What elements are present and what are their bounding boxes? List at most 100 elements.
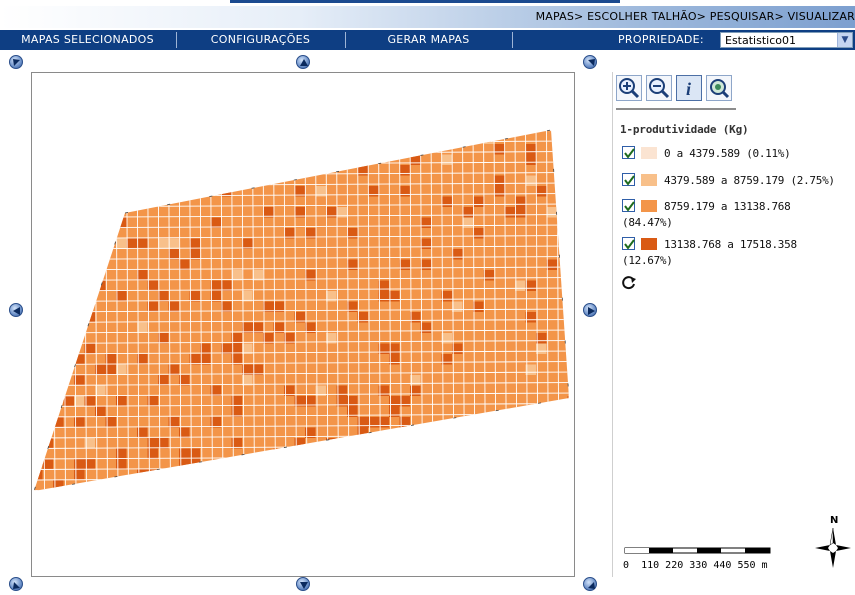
chevron-down-icon[interactable]: ▼ bbox=[837, 33, 852, 47]
productivity-cell bbox=[200, 343, 211, 354]
productivity-cell bbox=[494, 417, 505, 428]
productivity-cell bbox=[179, 375, 190, 386]
field-map[interactable] bbox=[32, 73, 575, 577]
productivity-cell bbox=[200, 469, 211, 480]
grid-line bbox=[34, 266, 569, 271]
productivity-cell bbox=[410, 427, 421, 438]
map-canvas[interactable] bbox=[31, 72, 575, 577]
productivity-cell bbox=[147, 144, 158, 155]
top-accent-line bbox=[230, 0, 620, 3]
pan-north-button[interactable] bbox=[296, 55, 310, 69]
grid-line bbox=[567, 130, 569, 491]
productivity-cell bbox=[210, 217, 221, 228]
productivity-cell bbox=[158, 333, 169, 344]
info-button[interactable]: i bbox=[676, 75, 702, 101]
productivity-cell bbox=[189, 249, 200, 260]
legend-checkbox[interactable] bbox=[622, 146, 635, 159]
nav-gerar-mapas[interactable]: GERAR MAPAS bbox=[387, 33, 470, 46]
nav-configuracoes[interactable]: CONFIGURAÇÕES bbox=[210, 33, 311, 46]
productivity-cell bbox=[116, 459, 127, 470]
grid-line bbox=[34, 340, 569, 344]
productivity-cell bbox=[221, 490, 232, 491]
productivity-cell bbox=[179, 259, 190, 270]
arrow-down-icon bbox=[300, 582, 308, 589]
productivity-cell bbox=[210, 144, 221, 155]
grid-line bbox=[34, 277, 569, 281]
productivity-cell bbox=[378, 130, 389, 134]
productivity-cell bbox=[525, 280, 536, 291]
productivity-cell bbox=[126, 238, 137, 249]
productivity-cell bbox=[158, 238, 169, 249]
zoom-in-button[interactable] bbox=[616, 75, 642, 101]
pan-northwest-button[interactable] bbox=[9, 55, 23, 69]
productivity-cell bbox=[231, 270, 242, 281]
productivity-cell bbox=[420, 322, 431, 333]
productivity-cell bbox=[34, 144, 43, 155]
legend-checkbox[interactable] bbox=[622, 199, 635, 212]
productivity-cell bbox=[242, 144, 253, 155]
legend-checkbox[interactable] bbox=[622, 237, 635, 250]
productivity-cell bbox=[504, 469, 515, 480]
productivity-cell bbox=[34, 364, 43, 375]
productivity-cell bbox=[210, 291, 221, 302]
productivity-cell bbox=[441, 333, 452, 344]
productivity-cell bbox=[567, 207, 569, 218]
productivity-cell bbox=[326, 207, 337, 218]
pan-southwest-button[interactable] bbox=[9, 577, 23, 591]
productivity-cell bbox=[179, 459, 190, 470]
scale-labels: 0 110 220 330 440 550 m bbox=[623, 560, 768, 571]
productivity-cell bbox=[305, 396, 316, 407]
productivity-cell bbox=[284, 333, 295, 344]
legend-checkbox[interactable] bbox=[622, 173, 635, 186]
nav-mapas-selecionados[interactable]: MAPAS SELECIONADOS bbox=[21, 33, 154, 46]
productivity-cell bbox=[74, 469, 85, 480]
property-select[interactable]: Estatistico01 ▼ bbox=[720, 32, 853, 48]
productivity-cell bbox=[399, 417, 410, 428]
productivity-cell bbox=[158, 186, 169, 197]
productivity-cell bbox=[494, 186, 505, 197]
productivity-cell bbox=[252, 165, 263, 176]
productivity-cell bbox=[189, 186, 200, 197]
productivity-cell bbox=[116, 364, 127, 375]
productivity-cell bbox=[84, 343, 95, 354]
pan-west-button[interactable] bbox=[9, 303, 23, 317]
productivity-cell bbox=[557, 207, 568, 218]
pan-southeast-button[interactable] bbox=[583, 577, 597, 591]
pan-east-button[interactable] bbox=[583, 303, 597, 317]
legend-item: 0 a 4379.589 (0.11%) bbox=[622, 146, 852, 162]
productivity-cell bbox=[546, 417, 557, 428]
productivity-cell bbox=[483, 270, 494, 281]
productivity-cell bbox=[441, 196, 452, 207]
productivity-cell bbox=[42, 438, 53, 449]
refresh-icon[interactable] bbox=[621, 275, 637, 291]
productivity-cell bbox=[242, 343, 253, 354]
productivity-cell bbox=[34, 385, 43, 396]
productivity-cell bbox=[189, 480, 200, 491]
pan-south-button[interactable] bbox=[296, 577, 310, 591]
productivity-cell bbox=[168, 417, 179, 428]
zoom-full-icon bbox=[710, 79, 730, 99]
productivity-cell bbox=[567, 175, 569, 186]
productivity-cell bbox=[378, 385, 389, 396]
nav-separator bbox=[345, 32, 346, 48]
productivity-cell bbox=[116, 490, 127, 491]
productivity-cell bbox=[84, 438, 95, 449]
productivity-cell bbox=[347, 396, 358, 407]
breadcrumb-bar: MAPAS> ESCOLHER TALHÃO> PESQUISAR> VISUA… bbox=[0, 6, 855, 28]
zoom-out-button[interactable] bbox=[646, 75, 672, 101]
productivity-cell bbox=[263, 490, 274, 491]
grid-line bbox=[34, 308, 569, 313]
productivity-cell bbox=[546, 406, 557, 417]
property-label: PROPRIEDADE: bbox=[618, 33, 704, 46]
productivity-cell bbox=[441, 154, 452, 165]
grid-line bbox=[34, 130, 569, 134]
pan-northeast-button[interactable] bbox=[583, 55, 597, 69]
productivity-cell bbox=[483, 427, 494, 438]
productivity-cell bbox=[347, 259, 358, 270]
legend-label: 4379.589 a 8759.179 (2.75%) bbox=[664, 174, 835, 187]
productivity-cell bbox=[42, 364, 53, 375]
legend-swatch bbox=[641, 174, 657, 186]
productivity-cell bbox=[399, 448, 410, 459]
productivity-cell bbox=[116, 217, 127, 228]
zoom-full-button[interactable] bbox=[706, 75, 732, 101]
